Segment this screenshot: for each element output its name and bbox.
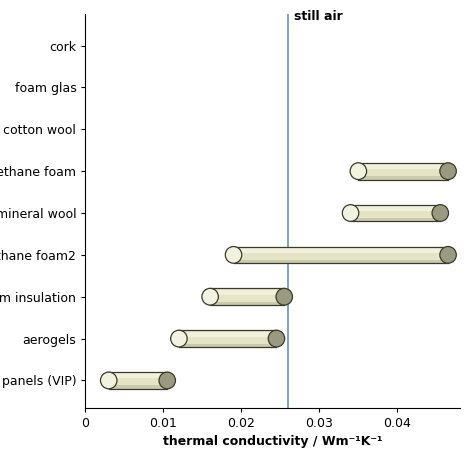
Bar: [358, 164, 448, 169]
Ellipse shape: [171, 330, 187, 347]
Bar: [210, 290, 284, 295]
Text: still air: still air: [294, 10, 343, 23]
Bar: [210, 288, 284, 305]
Bar: [179, 331, 276, 337]
Ellipse shape: [159, 372, 175, 389]
Ellipse shape: [225, 246, 242, 263]
Ellipse shape: [440, 163, 456, 180]
Bar: [109, 385, 167, 389]
Ellipse shape: [276, 288, 292, 305]
Bar: [179, 330, 276, 347]
Ellipse shape: [432, 205, 448, 221]
Ellipse shape: [268, 330, 285, 347]
Bar: [358, 176, 448, 180]
Bar: [179, 344, 276, 347]
Bar: [351, 218, 440, 221]
Bar: [358, 163, 448, 180]
X-axis label: thermal conductivity / Wm⁻¹K⁻¹: thermal conductivity / Wm⁻¹K⁻¹: [163, 435, 383, 448]
Ellipse shape: [440, 246, 456, 263]
Ellipse shape: [350, 163, 366, 180]
Bar: [234, 248, 448, 253]
Bar: [351, 206, 440, 211]
Ellipse shape: [100, 372, 117, 389]
Bar: [234, 246, 448, 263]
Bar: [210, 302, 284, 305]
Bar: [109, 374, 167, 378]
Ellipse shape: [342, 205, 359, 221]
Bar: [351, 205, 440, 221]
Ellipse shape: [202, 288, 219, 305]
Bar: [234, 260, 448, 263]
Bar: [109, 372, 167, 389]
